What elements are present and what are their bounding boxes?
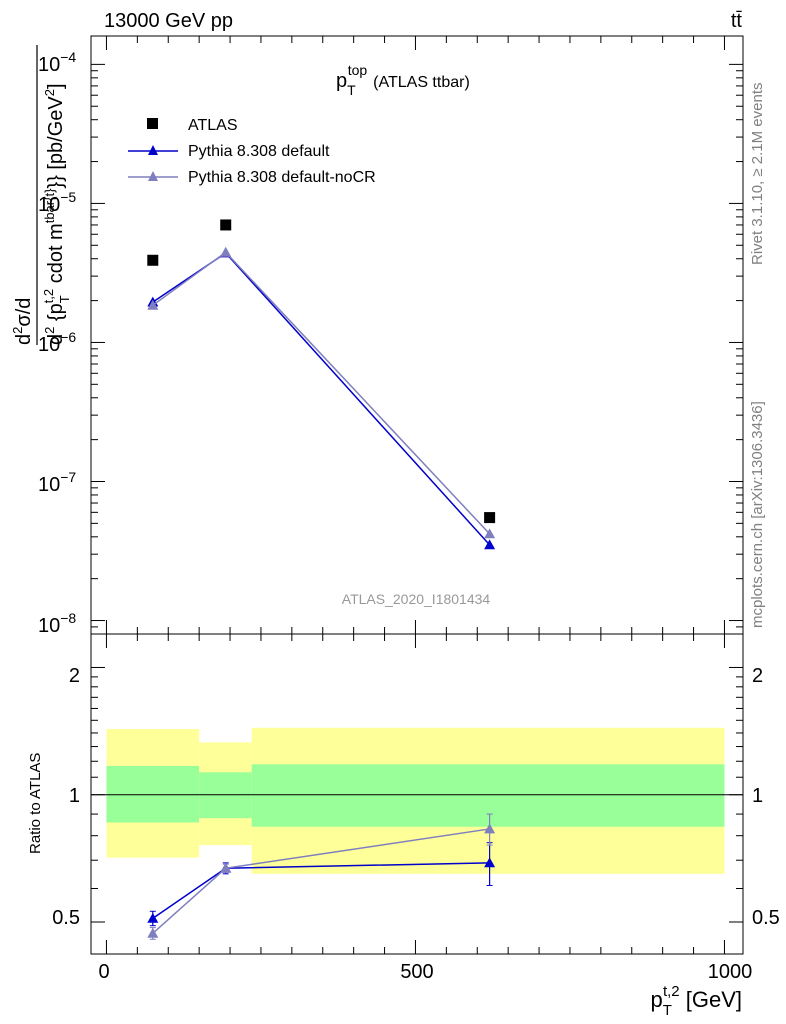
process-label: tt̄ xyxy=(731,10,743,32)
data-point-pythia-8-308-default-nocr xyxy=(220,246,232,257)
y-tick-label: 10−6 xyxy=(38,329,76,356)
ratio-plot-frame xyxy=(90,633,744,955)
y-tick-label: 10−4 xyxy=(38,49,76,76)
rivet-label: Rivet 3.1.10, ≥ 2.1M events xyxy=(749,83,766,266)
legend-label-atlas: ATLAS xyxy=(188,117,238,134)
band-stat xyxy=(106,765,200,823)
data-point-atlas xyxy=(484,512,496,524)
svg-text:d2σ/d: d2σ/d xyxy=(10,298,35,345)
ratio-y-ticks xyxy=(91,666,743,923)
ratio-y-tick-labels-right: 2 1 0.5 xyxy=(752,665,780,929)
x-tick-label: 500 xyxy=(400,961,433,983)
ratio-point-pythia-8-308-default-nocr xyxy=(220,862,232,873)
legend-marker-pythia-nocr xyxy=(148,171,158,181)
legend-marker-atlas xyxy=(147,118,158,129)
legend-marker-pythia-default xyxy=(148,145,158,155)
main-y-ticks xyxy=(91,63,743,635)
y-tick-label: 10−5 xyxy=(38,189,76,216)
ratio-tick-label-left: 0.5 xyxy=(52,907,80,929)
x-tick-label: 0 xyxy=(98,961,109,983)
series-line-pythia-8-308-default xyxy=(152,252,491,546)
plot-title: pTtop(ATLAS ttbar) xyxy=(336,62,470,98)
main-y-tick-labels: 10−4 10−5 10−6 10−7 10−8 xyxy=(38,49,76,637)
y-tick-label: 10−7 xyxy=(38,469,76,496)
data-point-atlas xyxy=(220,219,232,231)
ratio-tick-label-right: 0.5 xyxy=(752,907,780,929)
legend-label-pythia-default: Pythia 8.308 default xyxy=(188,143,330,160)
ratio-y-axis-label: Ratio to ATLAS xyxy=(27,753,44,854)
ratio-series-layer xyxy=(147,813,496,940)
ratio-point-pythia-8-308-default xyxy=(147,912,159,923)
svg-text:d2 {pTt,2 cdot mtbar{t}}} [pb/: d2 {pTt,2 cdot mtbar{t}}} [pb/GeV2] xyxy=(41,83,72,345)
ratio-point-pythia-8-308-default xyxy=(484,857,496,868)
x-tick-label: 1000 xyxy=(708,961,753,983)
analysis-id: ATLAS_2020_I1801434 xyxy=(342,591,491,607)
data-point-pythia-8-308-default-nocr xyxy=(484,528,496,539)
main-series-layer xyxy=(147,219,496,550)
band-stat xyxy=(199,772,252,819)
band-stat xyxy=(251,764,725,827)
data-point-pythia-8-308-default-nocr xyxy=(147,299,159,310)
ratio-tick-label-right: 1 xyxy=(752,785,763,807)
mcplots-label: mcplots.cern.ch [arXiv:1306.3436] xyxy=(749,401,766,628)
ratio-point-pythia-8-308-default-nocr xyxy=(147,927,159,938)
ratio-tick-label-left: 2 xyxy=(69,665,80,687)
ratio-tick-label-left: 1 xyxy=(69,785,80,807)
legend: ATLAS Pythia 8.308 default Pythia 8.308 … xyxy=(128,117,376,186)
beam-label: 13000 GeV pp xyxy=(104,10,233,32)
ratio-uncertainty-bands xyxy=(106,727,725,874)
legend-label-pythia-nocr: Pythia 8.308 default-noCR xyxy=(188,169,376,186)
series-line-pythia-8-308-default-nocr xyxy=(152,251,491,535)
x-tick-labels: 0 500 1000 xyxy=(98,961,752,983)
x-axis-label: pTt,2 [GeV] xyxy=(651,983,742,1019)
main-y-axis-label: d2σ/d d2 {pTt,2 cdot mtbar{t}}} [pb/GeV2… xyxy=(10,45,72,345)
ratio-tick-label-right: 2 xyxy=(752,665,763,687)
y-tick-label: 10−8 xyxy=(38,610,76,637)
ratio-y-tick-labels: 2 1 0.5 xyxy=(52,665,80,929)
data-point-atlas xyxy=(147,254,159,266)
data-point-pythia-8-308-default xyxy=(484,539,496,550)
ratio-point-pythia-8-308-default-nocr xyxy=(484,823,496,834)
x-axis-ticks xyxy=(105,36,725,954)
